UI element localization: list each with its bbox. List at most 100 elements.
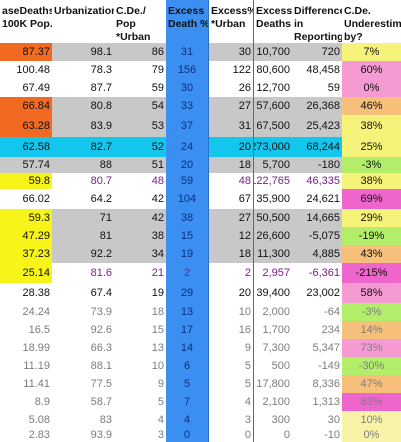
cell-difference-reporting[interactable]: -6,361 bbox=[308, 266, 340, 279]
cell-excess-pct-urban[interactable]: 4 bbox=[208, 393, 254, 411]
cell-excess-death-pct[interactable]: 19 bbox=[166, 245, 208, 263]
cell-cde-pop-urban[interactable]: 42 bbox=[114, 209, 166, 227]
cell-case-deaths[interactable]: 8.9 bbox=[34, 395, 50, 408]
cell-urbanization[interactable]: 58.7 bbox=[90, 395, 112, 408]
cell-difference-reporting[interactable]: 4,885 bbox=[292, 245, 342, 263]
cell-excess-pct-urban[interactable]: 20 bbox=[208, 137, 254, 157]
cell-case-deaths[interactable]: 18.99 bbox=[22, 341, 50, 354]
cell-cde-pop-urban[interactable]: 51 bbox=[114, 157, 166, 173]
cell-difference-reporting[interactable]: 26,368 bbox=[292, 97, 342, 115]
cell-cde-underestimate[interactable]: 14% bbox=[342, 321, 401, 339]
cell-cde-underestimate[interactable]: 38% bbox=[342, 173, 401, 189]
header-cde-pop-urban[interactable]: C.De./ Pop *Urban bbox=[116, 5, 151, 43]
cell-excess-death-pct[interactable]: 5 bbox=[166, 375, 208, 393]
cell-excess-pct-urban[interactable]: 26 bbox=[208, 79, 254, 97]
cell-urbanization[interactable]: 80.7 bbox=[90, 174, 112, 187]
cell-case-deaths[interactable]: 11.41 bbox=[23, 377, 50, 390]
cell-urbanization[interactable]: 73.9 bbox=[90, 305, 112, 318]
cell-excess-pct-urban[interactable]: 18 bbox=[208, 157, 254, 173]
cell-excess-death-pct[interactable]: 2 bbox=[166, 263, 208, 283]
cell-urbanization[interactable]: 67.4 bbox=[90, 286, 112, 299]
cell-case-deaths[interactable]: 62.58 bbox=[0, 137, 52, 157]
cell-excess-pct-urban[interactable]: 0 bbox=[208, 429, 254, 442]
cell-difference-reporting[interactable]: 720 bbox=[292, 43, 342, 61]
cell-cde-underestimate[interactable]: 38% bbox=[342, 115, 401, 137]
cell-case-deaths[interactable]: 87.37 bbox=[0, 43, 52, 61]
cell-difference-reporting[interactable]: 5,347 bbox=[312, 341, 340, 354]
cell-excess-death-pct[interactable]: 104 bbox=[166, 189, 208, 209]
cell-excess-death-pct[interactable]: 4 bbox=[166, 411, 208, 429]
cell-urbanization[interactable]: 83.9 bbox=[52, 115, 114, 137]
cell-excess-death-pct[interactable]: 6 bbox=[166, 357, 208, 375]
cell-excess-deaths[interactable]: 0 bbox=[283, 429, 290, 441]
cell-case-deaths[interactable]: 37.23 bbox=[0, 245, 52, 263]
cell-case-deaths[interactable]: 66.84 bbox=[0, 97, 52, 115]
cell-excess-pct-urban[interactable]: 48 bbox=[208, 173, 254, 189]
cell-case-deaths[interactable]: 5.08 bbox=[28, 413, 50, 426]
cell-difference-reporting[interactable]: -180 bbox=[292, 157, 342, 173]
cell-cde-pop-urban[interactable]: 79 bbox=[151, 63, 164, 76]
cell-excess-deaths[interactable]: 39,400 bbox=[256, 286, 290, 299]
cell-urbanization[interactable]: 87.7 bbox=[90, 81, 112, 94]
cell-case-deaths[interactable]: 28.38 bbox=[22, 286, 50, 299]
cell-excess-death-pct[interactable]: 37 bbox=[166, 115, 208, 137]
cell-excess-deaths[interactable]: 10,700 bbox=[254, 43, 292, 61]
cell-urbanization[interactable]: 81 bbox=[52, 227, 114, 245]
cell-difference-reporting[interactable]: -5,075 bbox=[292, 227, 342, 245]
cell-excess-deaths[interactable]: 5,700 bbox=[254, 157, 292, 173]
cell-excess-pct-urban[interactable]: 30 bbox=[208, 43, 254, 61]
cell-excess-deaths[interactable]: 2,957 bbox=[262, 266, 290, 279]
cell-difference-reporting[interactable]: 59 bbox=[327, 81, 340, 94]
cell-cde-underestimate[interactable]: 69% bbox=[342, 189, 401, 209]
cell-excess-deaths[interactable]: 50,500 bbox=[254, 209, 292, 227]
cell-urbanization[interactable]: 82.7 bbox=[52, 137, 114, 157]
cell-cde-underestimate[interactable]: -30% bbox=[342, 357, 401, 375]
cell-cde-underestimate[interactable]: 0% bbox=[342, 429, 401, 442]
cell-excess-pct-urban[interactable]: 3 bbox=[208, 411, 254, 429]
cell-excess-deaths[interactable]: 57,600 bbox=[254, 97, 292, 115]
cell-excess-death-pct[interactable]: 33 bbox=[166, 97, 208, 115]
cell-excess-deaths[interactable]: 12,700 bbox=[256, 81, 290, 94]
cell-excess-death-pct[interactable]: 156 bbox=[166, 61, 208, 79]
cell-difference-reporting[interactable]: -64 bbox=[324, 305, 340, 318]
cell-cde-pop-urban[interactable]: 9 bbox=[157, 377, 164, 390]
cell-excess-deaths[interactable]: 17,800 bbox=[256, 377, 290, 390]
cell-urbanization[interactable]: 83 bbox=[99, 413, 112, 426]
cell-excess-pct-urban[interactable]: 5 bbox=[208, 375, 254, 393]
cell-cde-underestimate[interactable]: 7% bbox=[342, 43, 401, 61]
cell-excess-pct-urban[interactable]: 2 bbox=[208, 263, 254, 283]
header-excess-deaths[interactable]: Excess Deaths bbox=[256, 5, 292, 30]
cell-excess-pct-urban[interactable]: 16 bbox=[208, 321, 254, 339]
cell-excess-deaths[interactable]: 1,700 bbox=[262, 323, 290, 336]
cell-cde-underestimate[interactable]: -215% bbox=[342, 263, 401, 283]
cell-cde-underestimate[interactable]: -19% bbox=[342, 227, 401, 245]
cell-urbanization[interactable]: 93.9 bbox=[90, 429, 112, 441]
cell-excess-deaths[interactable]: 500 bbox=[271, 359, 290, 372]
cell-urbanization[interactable]: 98.1 bbox=[52, 43, 114, 61]
cell-cde-pop-urban[interactable]: 13 bbox=[151, 341, 164, 354]
cell-excess-pct-urban[interactable]: 27 bbox=[208, 209, 254, 227]
cell-case-deaths[interactable]: 24.24 bbox=[22, 305, 50, 318]
cell-excess-death-pct[interactable]: 59 bbox=[166, 173, 208, 189]
cell-case-deaths[interactable]: 67.49 bbox=[22, 81, 50, 94]
cell-cde-pop-urban[interactable]: 54 bbox=[114, 97, 166, 115]
cell-cde-underestimate[interactable]: 0% bbox=[342, 79, 401, 97]
cell-urbanization[interactable]: 64.2 bbox=[90, 192, 112, 205]
cell-cde-pop-urban[interactable]: 52 bbox=[114, 137, 166, 157]
cell-excess-death-pct[interactable]: 31 bbox=[166, 43, 208, 61]
header-cde-underestimate[interactable]: C.De. Underestim by? bbox=[344, 5, 401, 43]
cell-urbanization[interactable]: 71 bbox=[52, 209, 114, 227]
cell-difference-reporting[interactable]: 234 bbox=[321, 323, 340, 336]
cell-cde-pop-urban[interactable]: 4 bbox=[157, 413, 164, 426]
cell-excess-deaths[interactable]: 2,100 bbox=[262, 395, 290, 408]
cell-case-deaths[interactable]: 47.29 bbox=[0, 227, 52, 245]
cell-case-deaths[interactable]: 16.5 bbox=[28, 323, 50, 336]
cell-difference-reporting[interactable]: 48,458 bbox=[306, 63, 340, 76]
cell-difference-reporting[interactable]: -10 bbox=[324, 429, 340, 441]
cell-excess-pct-urban[interactable]: 18 bbox=[208, 245, 254, 263]
cell-excess-deaths[interactable]: 11,300 bbox=[254, 245, 292, 263]
header-difference-reporting[interactable]: Difference in Reporting bbox=[294, 5, 342, 43]
cell-excess-deaths[interactable]: 2,000 bbox=[262, 305, 290, 318]
cell-cde-underestimate[interactable]: 73% bbox=[342, 339, 401, 357]
cell-cde-pop-urban[interactable]: 19 bbox=[151, 286, 164, 299]
